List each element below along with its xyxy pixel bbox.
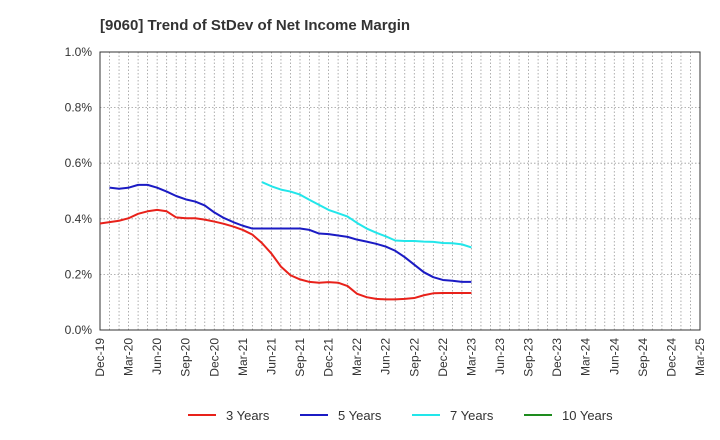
x-tick-label: Mar-22	[350, 338, 364, 376]
x-tick-label: Sep-22	[407, 338, 421, 377]
x-tick-label: Mar-20	[122, 338, 136, 376]
x-tick-label: Jun-22	[379, 338, 393, 375]
legend-item: 3 Years	[188, 408, 270, 423]
legend-item: 5 Years	[300, 408, 382, 423]
x-tick-label: Dec-22	[436, 338, 450, 377]
x-tick-label: Dec-21	[322, 338, 336, 377]
x-tick-label: Mar-21	[236, 338, 250, 376]
chart-title: [9060] Trend of StDev of Net Income Marg…	[100, 17, 410, 34]
plot-border	[99, 51, 701, 331]
series-line-5-years	[109, 183, 472, 283]
x-tick-label: Sep-23	[522, 338, 536, 377]
series-line-3-years	[99, 208, 472, 301]
x-tick-label: Mar-23	[464, 338, 478, 376]
x-tick-label: Jun-21	[264, 338, 278, 375]
x-tick-label: Mar-24	[579, 338, 593, 376]
y-tick-label: 0.4%	[65, 212, 93, 226]
y-tick-label: 1.0%	[65, 45, 93, 59]
y-tick-label: 0.2%	[65, 267, 93, 281]
x-tick-label: Dec-19	[93, 338, 107, 377]
legend-label: 5 Years	[338, 408, 382, 423]
legend: 3 Years 5 Years 7 Years 10 Years	[188, 408, 613, 423]
x-tick-label: Mar-25	[693, 338, 707, 376]
x-tick-label: Dec-20	[207, 338, 221, 377]
series-layer	[99, 181, 472, 301]
x-tick-label: Jun-23	[493, 338, 507, 375]
legend-label: 3 Years	[226, 408, 270, 423]
series-line-7-years	[261, 181, 472, 249]
x-tick-label: Dec-23	[550, 338, 564, 377]
x-tick-label: Jun-20	[150, 338, 164, 375]
plot-area	[100, 52, 700, 330]
grid-layer	[100, 52, 700, 330]
y-tick-label: 0.6%	[65, 156, 93, 170]
legend-item: 10 Years	[524, 408, 613, 423]
legend-item: 7 Years	[412, 408, 494, 423]
x-tick-label: Dec-24	[664, 338, 678, 377]
y-tick-label: 0.8%	[65, 101, 93, 115]
y-tick-label: 0.0%	[65, 323, 93, 337]
x-tick-label: Sep-24	[636, 338, 650, 377]
x-tick-label: Sep-21	[293, 338, 307, 377]
x-tick-label: Jun-24	[607, 338, 621, 375]
legend-label: 10 Years	[562, 408, 613, 423]
x-tick-label: Sep-20	[179, 338, 193, 377]
axis-layer: 0.0% 0.2% 0.4% 0.6% 0.8% 1.0% Dec-19 Mar-20 Jun-…	[65, 45, 707, 377]
legend-label: 7 Years	[450, 408, 494, 423]
